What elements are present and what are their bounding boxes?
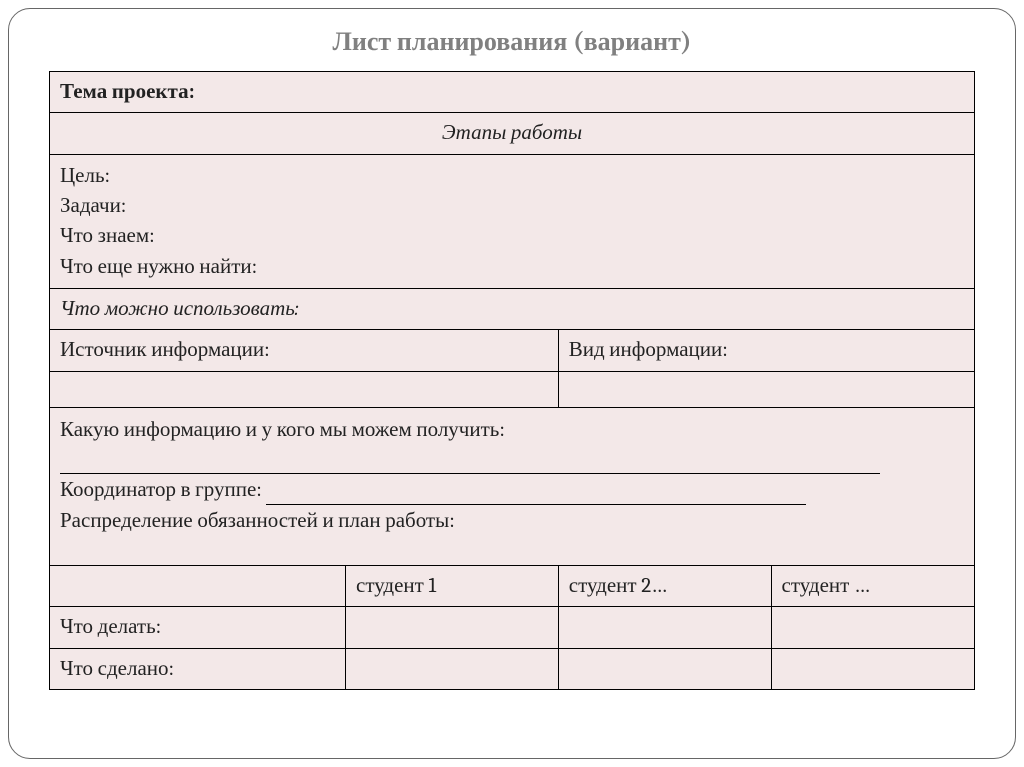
done-s2 — [558, 648, 771, 689]
done-s1 — [346, 648, 559, 689]
what-done-label: Что сделано: — [50, 648, 346, 689]
done-s3 — [771, 648, 975, 689]
planning-table: Тема проекта: Этапы работы Цель: Задачи:… — [49, 71, 975, 690]
underline-fill-long — [60, 473, 880, 474]
info-type-cell: Вид информации: — [558, 330, 974, 371]
todo-s3 — [771, 607, 975, 648]
document-frame: Лист планирования (вариант) Тема проекта… — [8, 8, 1016, 759]
need-find-label: Что еще нужно найти: — [60, 252, 964, 282]
student-header-empty — [50, 566, 346, 607]
know-label: Что знаем: — [60, 221, 964, 251]
todo-s2 — [558, 607, 771, 648]
student2-header: студент 2… — [558, 566, 771, 607]
student1-header: студент 1 — [346, 566, 559, 607]
coordinator-label: Координатор в группе: — [60, 478, 262, 502]
todo-s1 — [346, 607, 559, 648]
project-topic-cell: Тема проекта: — [50, 72, 975, 113]
tasks-label: Задачи: — [60, 191, 964, 221]
info-source-empty — [50, 371, 559, 407]
info-coordinator-cell: Какую информацию и у кого мы можем получ… — [50, 407, 975, 565]
student3-header: студент … — [771, 566, 975, 607]
info-type-empty — [558, 371, 974, 407]
stages-heading-cell: Этапы работы — [50, 113, 975, 154]
what-todo-label: Что делать: — [50, 607, 346, 648]
page-title: Лист планирования (вариант) — [49, 27, 975, 57]
duties-plan-label: Распределение обязанностей и план работы… — [60, 507, 964, 535]
goal-label: Цель: — [60, 161, 964, 191]
goals-block-cell: Цель: Задачи: Что знаем: Что еще нужно н… — [50, 154, 975, 288]
info-from-whom-label: Какую информацию и у кого мы можем получ… — [60, 418, 505, 442]
underline-fill-short — [266, 504, 806, 505]
info-source-cell: Источник информации: — [50, 330, 559, 371]
what-can-use-cell: Что можно использовать: — [50, 289, 975, 330]
